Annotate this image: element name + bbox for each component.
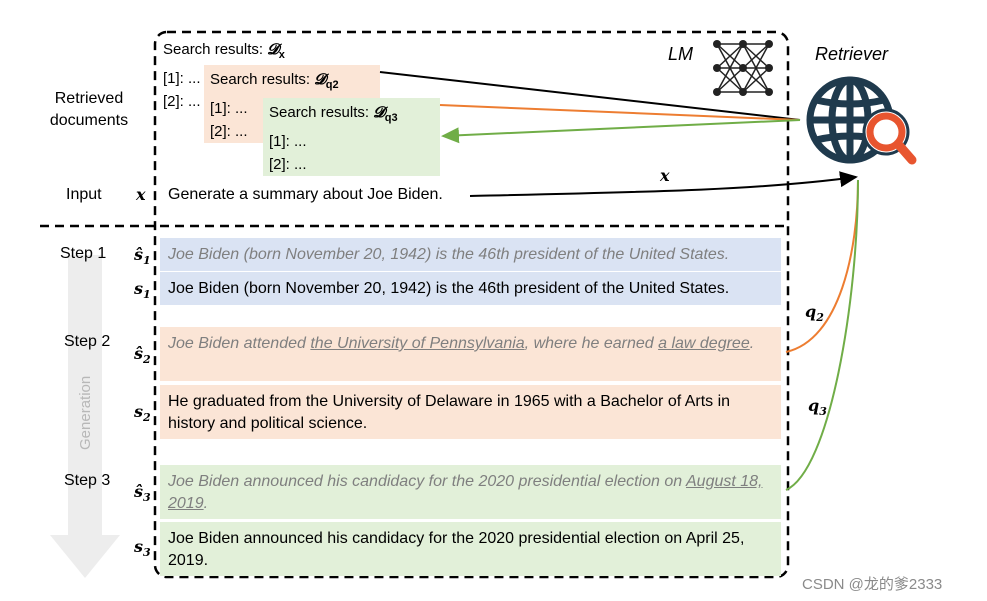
- s1-hat-sym: ŝ: [134, 245, 144, 264]
- q3-symbol: q: [808, 396, 820, 415]
- s2-hat-sub: 2: [143, 353, 151, 366]
- doc-symbol-x: 𝓓: [267, 40, 279, 58]
- retriever-to-dx-arrow: [379, 71, 801, 121]
- search-results-q2-title: Search results:: [210, 71, 311, 88]
- s3-sym: s: [134, 537, 144, 556]
- watermark-text: CSDN @龙的爹2333: [802, 576, 943, 593]
- retriever-label: Retriever: [815, 44, 889, 64]
- s1-sub: 1: [143, 288, 151, 301]
- s2-hat-sym: ŝ: [134, 344, 144, 363]
- doc-symbol-x-sub: x: [278, 49, 285, 61]
- doc-symbol-q2: 𝓓: [314, 70, 326, 88]
- search-results-x-title: Search results:: [163, 41, 264, 58]
- s3-hat-part2: .: [203, 495, 209, 512]
- s2-symbol: s2: [134, 402, 151, 424]
- globe-search-icon: [806, 76, 917, 165]
- s3-sub: 3: [143, 546, 151, 559]
- s2-hat-part1: Joe Biden attended: [168, 335, 311, 352]
- s1-symbol: s1: [134, 279, 151, 301]
- s3-hat-entity-1: August 18, 2019: [168, 473, 763, 512]
- s2-hat-box: Joe Biden attended the University of Pen…: [160, 327, 781, 381]
- step-2-label: Step 2: [64, 333, 111, 350]
- s2-hat-entity-1: the University of Pennsylvania: [310, 335, 525, 352]
- input-symbol: x: [136, 185, 146, 204]
- generation-label-svg: Generation: [77, 376, 94, 450]
- input-label: Input: [66, 186, 102, 203]
- input-text: Generate a summary about Joe Biden.: [168, 186, 443, 203]
- s1-hat-symbol: ŝ1: [134, 245, 151, 267]
- doc-symbol-q3: 𝓓: [373, 103, 385, 121]
- s2-box: He graduated from the University of Dela…: [160, 385, 781, 439]
- lm-frame: [153, 30, 790, 579]
- s3-hat-sub: 3: [143, 491, 151, 504]
- doc-symbol-q3-sub: q3: [384, 112, 398, 124]
- s2-sym: s: [134, 402, 144, 421]
- s3-hat-symbol: ŝ3: [134, 482, 151, 504]
- retrieved-documents-label: Retrieved documents: [49, 90, 129, 129]
- retriever-to-dq3-arrow: [441, 119, 801, 144]
- arrow-x-label: x: [660, 166, 670, 185]
- q2-sub: 2: [816, 311, 824, 324]
- q3-arrow: [785, 179, 859, 491]
- step-3-label: Step 3: [64, 472, 111, 489]
- search-results-q3-line-1: [1]: ...: [269, 133, 307, 150]
- q3-sub: 3: [819, 405, 827, 418]
- input-to-retriever-arrow: [469, 171, 858, 197]
- q2-label: q2: [805, 302, 824, 324]
- q3-label: q3: [808, 396, 827, 418]
- s1-sym: s: [134, 279, 144, 298]
- s3-symbol: s3: [134, 537, 151, 559]
- s2-sub: 2: [143, 411, 151, 424]
- search-results-x: Search results: 𝓓x [1]: ... [2]: ...: [157, 35, 387, 135]
- doc-symbol-q2-sub: q2: [325, 79, 339, 91]
- search-results-x-line-1: [1]: ...: [163, 70, 201, 87]
- search-results-q2-line-1: [1]: ...: [210, 100, 248, 117]
- search-results-q3: Search results: 𝓓q3 [1]: ... [2]: ...: [263, 98, 440, 176]
- s2-hat-part3: .: [749, 335, 755, 352]
- s3-hat-box: Joe Biden announced his candidacy for th…: [160, 465, 781, 519]
- s3-hat-part1: Joe Biden announced his candidacy for th…: [168, 473, 686, 490]
- lm-label: LM: [668, 44, 694, 64]
- search-results-q2-line-2: [2]: ...: [210, 123, 248, 140]
- step-1-label: Step 1: [60, 245, 107, 262]
- s1-box: Joe Biden (born November 20, 1942) is th…: [160, 272, 781, 305]
- s2-hat-part2: , where he earned: [524, 335, 659, 352]
- search-results-q3-title: Search results:: [269, 104, 370, 121]
- s3-box: Joe Biden announced his candidacy for th…: [160, 522, 781, 576]
- retriever-to-dq2-arrow: [439, 104, 801, 121]
- neural-network-icon: [713, 40, 773, 96]
- s1-hat-box: Joe Biden (born November 20, 1942) is th…: [160, 238, 781, 271]
- s2-hat-symbol: ŝ2: [134, 344, 151, 366]
- s1-hat-sub: 1: [143, 254, 151, 267]
- generation-arrow: [50, 255, 120, 578]
- s2-hat-entity-2: a law degree: [658, 335, 750, 352]
- search-results-x-line-2: [2]: ...: [163, 93, 201, 110]
- search-results-q3-line-2: [2]: ...: [269, 156, 307, 173]
- generation-label: Generation: [77, 376, 94, 450]
- q2-symbol: q: [805, 302, 817, 321]
- s3-hat-sym: ŝ: [134, 482, 144, 501]
